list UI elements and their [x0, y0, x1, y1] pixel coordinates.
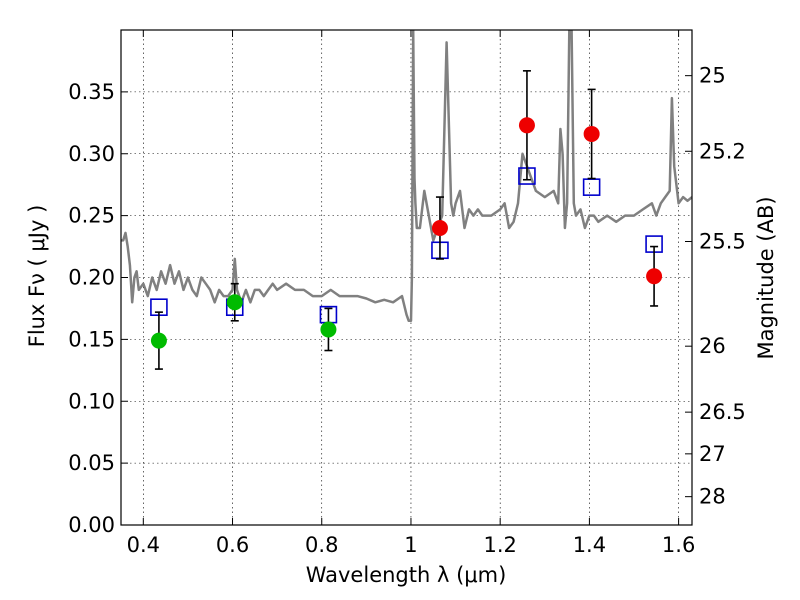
y-tick-label: 0.25	[68, 204, 115, 228]
spectrum-line	[121, 30, 692, 323]
y-tick-label: 0.35	[68, 80, 115, 104]
y-tick-label: 0.15	[68, 327, 115, 351]
observed-point	[320, 321, 337, 338]
y2-tick-label: 25.2	[699, 139, 746, 163]
y-tick-label: 0.05	[68, 451, 115, 475]
x-tick-label: 1.6	[662, 533, 695, 557]
x-tick-label: 1.2	[483, 533, 516, 557]
x-axis-label: Wavelength λ (μm)	[306, 563, 507, 587]
model-square-point	[582, 178, 601, 196]
marker-layer	[150, 70, 663, 370]
y2-tick-label: 25.5	[699, 229, 746, 253]
observed-point	[431, 220, 448, 236]
y-tick-label: 0.00	[68, 513, 115, 537]
y2-axis-label: Magnitude (AB)	[754, 196, 778, 359]
y-axis-label: Flux Fν ( μJy )	[25, 205, 49, 348]
y-tick-label: 0.10	[68, 389, 115, 413]
observed-point	[518, 117, 535, 134]
y2-tick-label: 26.5	[699, 400, 746, 424]
observed-point	[150, 332, 167, 349]
y-tick-label: 0.20	[68, 266, 115, 290]
spectrum-layer	[121, 30, 692, 323]
observed-point	[646, 268, 663, 285]
y-tick-label: 0.30	[68, 142, 115, 166]
x-tick-label: 1.4	[573, 533, 606, 557]
grid-lines	[121, 30, 692, 526]
y2-tick-label: 25	[699, 64, 726, 88]
y2-tick-label: 26	[699, 334, 726, 358]
x-tick-label: 0.4	[127, 533, 160, 557]
x-tick-label: 0.8	[305, 533, 338, 557]
x-tick-label: 1	[404, 533, 417, 557]
observed-point	[226, 294, 243, 311]
y2-tick-label: 27	[699, 442, 726, 466]
y2-tick-label: 28	[699, 485, 726, 509]
axis-ticks: 0.4 0.6 0.8 1 1.2 1.4 1.6 0.00 0.05 0.10 0.15 0.20 0…	[68, 30, 746, 557]
observed-point	[583, 125, 600, 142]
x-tick-label: 0.6	[216, 533, 249, 557]
